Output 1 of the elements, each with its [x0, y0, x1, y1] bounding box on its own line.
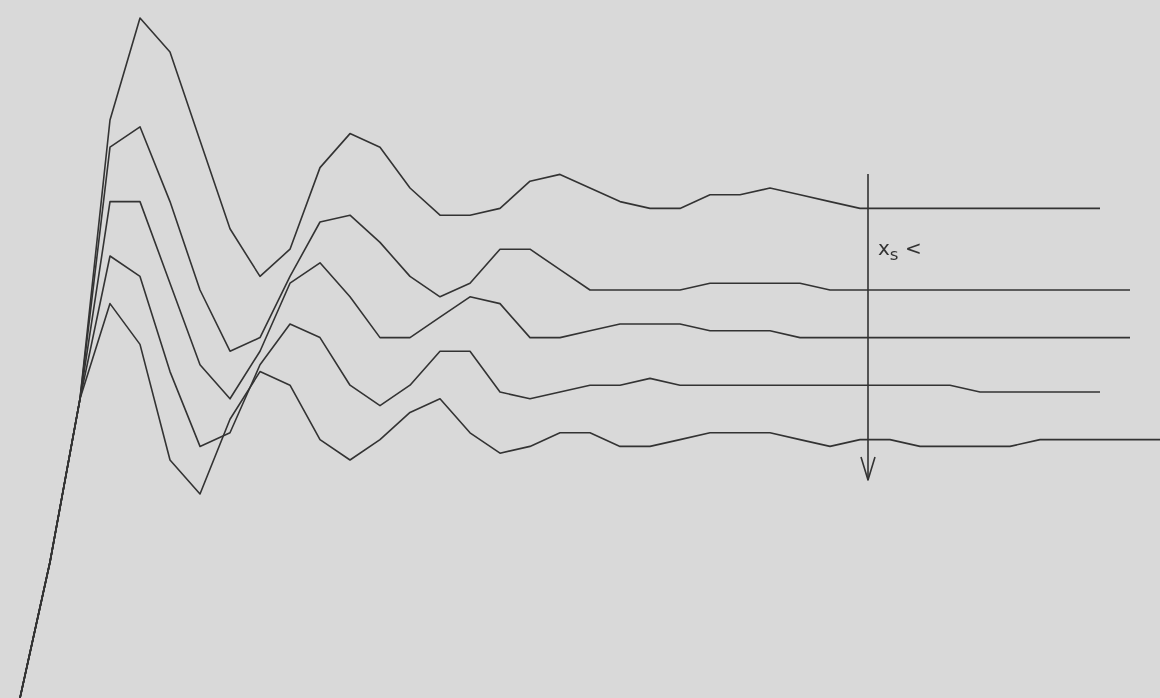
annotation: x$_{s}$ <: [878, 236, 922, 264]
